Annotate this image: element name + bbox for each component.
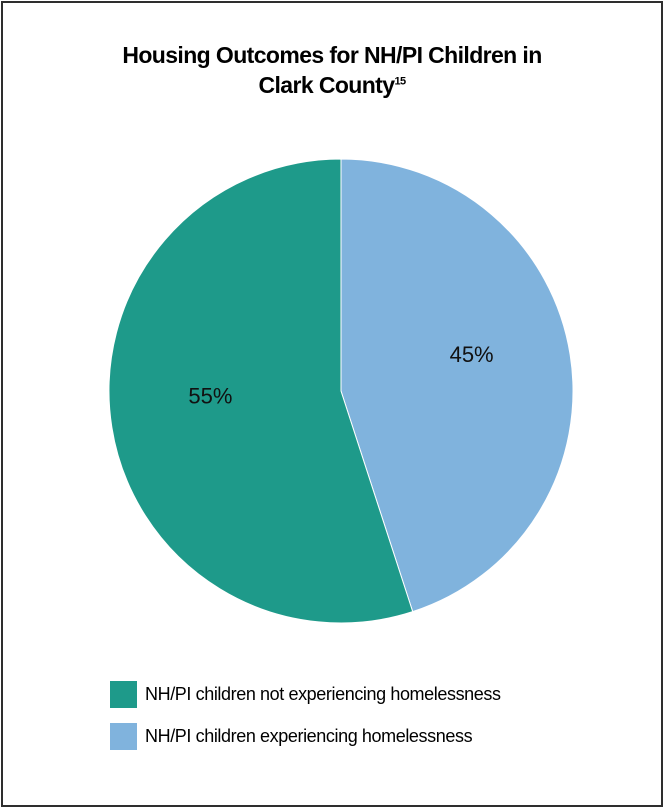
legend-swatch-not-homeless <box>110 680 137 708</box>
chart-legend: NH/PI children not experiencing homeless… <box>110 680 501 764</box>
pie-slice-homeless <box>340 158 574 613</box>
pie-slice-not-homeless <box>108 158 414 624</box>
chart-title-line-1: Housing Outcomes for NH/PI Children in <box>122 42 542 68</box>
legend-label-homeless: NH/PI children experiencing homelessness <box>145 725 473 746</box>
legend-item-not-homeless: NH/PI children not experiencing homeless… <box>110 680 501 708</box>
title-footnote-marker: 15 <box>394 75 406 88</box>
data-label-not-homeless: 55% <box>188 383 232 408</box>
chart-title: Housing Outcomes for NH/PI Children in C… <box>0 40 664 100</box>
legend-label-not-homeless: NH/PI children not experiencing homeless… <box>145 683 501 704</box>
chart-title-line-2: Clark County <box>258 72 396 98</box>
legend-item-homeless: NH/PI children experiencing homelessness <box>110 722 501 750</box>
data-label-homeless: 45% <box>450 342 494 367</box>
legend-swatch-homeless <box>110 722 137 750</box>
